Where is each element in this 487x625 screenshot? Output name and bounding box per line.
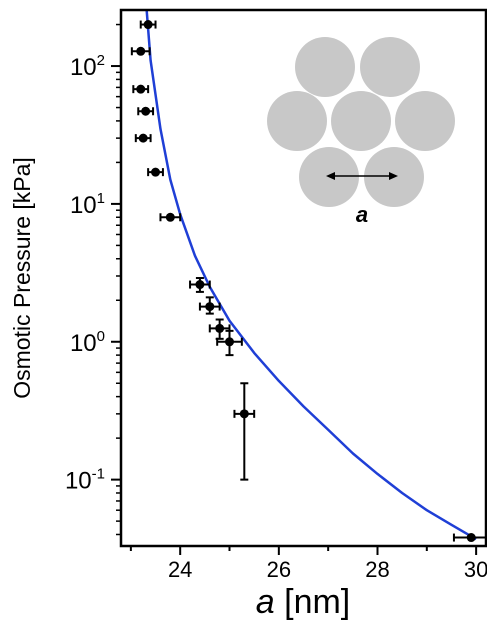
data-point-group [189,277,211,293]
data-point [239,409,249,419]
data-point-group [139,20,157,30]
data-point-group [198,296,221,315]
data-point [225,337,235,347]
inset-circle [395,91,455,151]
data-point-group [159,212,182,222]
fit-line [145,9,477,541]
inset-distance-label: a [356,202,368,227]
y-tick-label-base: 10 [65,468,92,495]
y-tick-label: 101 [70,190,105,219]
x-tick-label: 28 [365,557,389,582]
inset-arrow-head-right [389,172,398,180]
data-point [136,84,146,94]
data-point [205,302,215,312]
data-point-group [147,167,164,177]
plot-frame [119,8,487,548]
data-point-group [134,133,152,143]
inset-circle [295,37,355,97]
data-point-group [132,84,150,94]
inset-hexagonal-packing: a [267,37,455,227]
data-point-group [208,318,231,340]
y-tick-label: 100 [70,328,105,357]
y-axis-title: Osmotic Pressure [kPa] [9,157,35,399]
data-point-group [216,329,243,357]
inset-circle [331,91,391,151]
data-point [195,280,205,290]
plot-layer [130,9,487,543]
x-tick-label: 24 [168,557,192,582]
data-point-group [233,382,256,481]
x-tick-label: 26 [267,557,291,582]
data-point [141,106,151,116]
inset-circle [360,37,420,97]
data-point [136,46,146,56]
inset-circle [267,91,327,151]
y-tick-label-exponent: 2 [97,52,105,69]
y-tick-label-exponent: 1 [97,190,105,207]
data-point [215,323,225,333]
data-point-group [130,46,151,56]
inset-arrow-head-left [326,172,335,180]
x-axis-title: a [nm] [256,583,351,621]
data-point [138,133,148,143]
y-tick-label-base: 10 [70,192,97,219]
y-tick-label: 102 [70,52,105,81]
data-point [151,167,161,177]
y-tick-label-exponent: 0 [97,328,105,345]
y-tick-label-exponent: -1 [92,466,105,483]
x-axis: 24 26 28 30 [129,546,487,582]
y-tick-label-base: 10 [70,330,97,357]
data-point [466,533,476,543]
x-axis-title-unit: [nm] [275,583,351,621]
data-point-group [137,106,155,116]
data-point [165,212,175,222]
y-tick-label: 10-1 [65,466,105,495]
y-tick-label-base: 10 [70,54,97,81]
data-point [143,20,153,30]
x-tick-label: 30 [464,557,487,582]
data-point-group [452,533,487,543]
x-axis-title-variable: a [256,583,275,621]
